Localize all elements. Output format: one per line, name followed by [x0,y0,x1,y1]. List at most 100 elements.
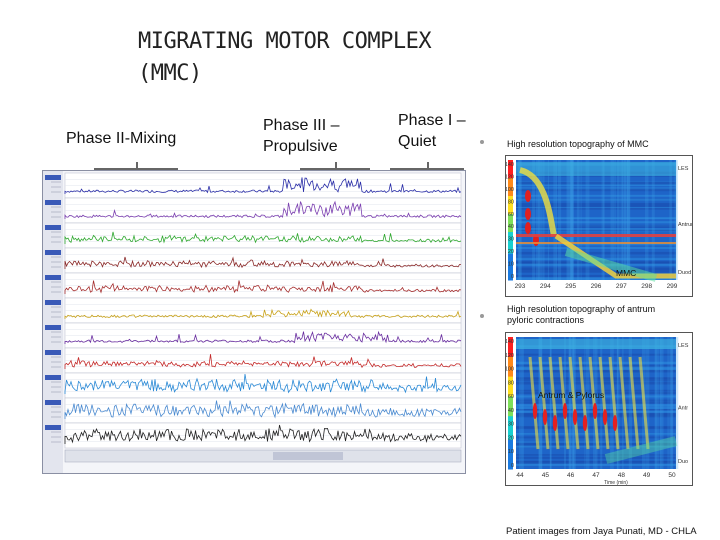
side-label: LES [678,343,689,349]
title-line-1: MIGRATING MOTOR COMPLEX [138,29,432,54]
scale-tick-label: 40 [508,224,514,230]
pressure-trace [64,231,462,244]
topo1-caption: High resolution topography of MMC [507,139,649,149]
topo2-caption-line-1: High resolution topography of antrum [507,304,656,314]
x-tick-label: 44 [516,472,524,479]
phase-3-label: Phase III – Propulsive [263,115,340,157]
pressure-trace [64,373,462,394]
side-label: Duod [678,270,691,276]
scale-tick-label: 100 [506,367,514,373]
bullet-dot [480,140,484,144]
side-label: Duo [678,459,688,465]
time-scrollbar[interactable] [64,449,462,463]
title-line-2: (MMC) [138,61,202,86]
phase-1-line-2: Quiet [398,133,437,150]
trace-channel [45,322,462,349]
trace-channel [45,222,462,249]
scale-tick-label: 0 [511,463,514,469]
scale-tick-label: 80 [508,199,514,205]
pressure-trace [64,280,462,294]
scale-tick-label: 20 [508,249,514,255]
x-tick-label: 48 [618,472,626,479]
scale-tick-label: 120 [506,174,514,180]
phase-3-line-1: Phase III – [263,117,340,134]
contraction-band [568,356,580,450]
x-tick-label: 46 [567,472,575,479]
pressure-trace [64,354,462,369]
scroll-thumb[interactable] [273,452,343,460]
x-tick-label: 293 [515,283,526,290]
image-credit: Patient images from Jaya Punati, MD - CH… [506,526,697,537]
contraction-band [588,356,600,450]
topography-overlay-label: MMC [616,268,636,278]
topo2-caption-line-2: pyloric contractions [507,315,585,325]
contraction-band [598,356,610,450]
x-tick-label: 296 [591,283,602,290]
contraction-band [538,356,550,450]
contraction-band [548,356,560,450]
pressure-trace [64,177,462,194]
scale-tick-label: 0 [511,274,514,280]
manometry-traces-panel [42,170,466,474]
trace-channel [45,372,462,399]
antrum-pylorus-topography-plot: 1401201008060403020100LESAntrDuo44454647… [505,332,693,486]
trace-channel [45,347,462,374]
phase-1-line-1: Phase I – [398,112,466,129]
side-label: Antr [678,406,688,412]
topo2-caption: High resolution topography of antrum pyl… [507,304,655,326]
trace-channel [45,272,462,299]
scale-tick-label: 100 [506,187,514,193]
scale-tick-label: 80 [508,380,514,386]
x-tick-label: 295 [565,283,576,290]
scale-tick-label: 20 [508,435,514,441]
phase-3-line-2: Propulsive [263,138,338,155]
manometry-traces [43,171,465,473]
phase-1-label: Phase I – Quiet [398,110,466,152]
pressure-trace [64,330,462,344]
side-label: Antrum [678,222,692,228]
trace-channel [45,397,462,424]
trace-channel [45,422,462,449]
phase-2-label: Phase II-Mixing [66,130,177,147]
scale-tick-label: 60 [508,212,514,218]
pressure-trace [64,256,461,269]
scale-tick-label: 40 [508,408,514,414]
contraction-band [558,356,570,450]
x-tick-label: 50 [668,472,676,479]
scale-tick-label: 140 [506,339,514,345]
side-label: LES [678,166,689,172]
contraction-band [638,356,650,450]
scale-tick-label: 10 [508,262,514,268]
x-tick-label: 298 [641,283,652,290]
pressure-trace [64,308,462,319]
contraction-band [618,356,630,450]
x-tick-label: 297 [616,283,627,290]
trace-channel [45,197,462,224]
x-tick-label: 299 [667,283,678,290]
x-tick-label: 294 [540,283,551,290]
trace-channel [45,247,462,274]
x-axis-label: Time (min) [604,480,628,485]
bullet-dot [480,314,484,318]
trace-channel [45,297,462,324]
trace-channel [45,172,462,199]
contraction-band [608,356,620,450]
contraction-band [628,356,640,450]
pressure-trace [64,400,462,419]
scale-tick-label: 60 [508,394,514,400]
slide-title: MIGRATING MOTOR COMPLEX (MMC) [138,26,498,90]
pressure-trace [64,424,462,444]
scale-tick-label: 30 [508,237,514,243]
topography-overlay-label: Antrum & Pylorus [538,390,604,400]
contraction-band [528,356,540,450]
scale-tick-label: 10 [508,449,514,455]
scale-tick-label: 140 [506,162,514,168]
x-tick-label: 47 [592,472,600,479]
mmc-topography-plot: 1401201008060403020100LESAntrumDuod29329… [505,155,693,297]
contraction-band [578,356,590,450]
scale-tick-label: 120 [506,353,514,359]
x-tick-label: 49 [643,472,651,479]
scale-tick-label: 30 [508,422,514,428]
x-tick-label: 45 [542,472,550,479]
pressure-trace [64,200,462,219]
